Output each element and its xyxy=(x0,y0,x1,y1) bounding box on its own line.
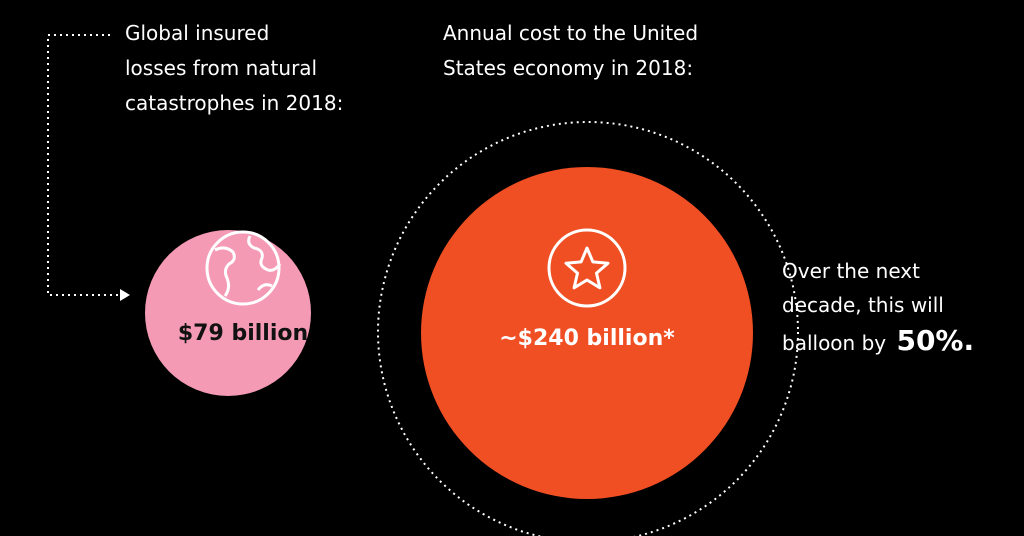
connector xyxy=(47,34,120,296)
caption-line: losses from natural xyxy=(125,56,317,80)
value-label: $79 billion xyxy=(178,321,308,346)
note-prefix: balloon by xyxy=(782,331,886,355)
star-icon xyxy=(547,228,627,308)
caption-line: Global insured xyxy=(125,21,269,45)
globe-icon xyxy=(205,230,282,306)
pink-circle xyxy=(145,230,311,396)
value-label: ~$240 billion* xyxy=(499,326,675,351)
note-line: Over the next xyxy=(782,259,920,283)
note-line: decade, this will xyxy=(782,293,944,317)
caption-line: Annual cost to the United xyxy=(443,21,698,45)
note-highlight: 50%. xyxy=(896,324,974,357)
dotted-ring xyxy=(377,121,799,536)
orange-circle xyxy=(421,167,753,499)
caption-line: catastrophes in 2018: xyxy=(125,91,343,115)
note-line: balloon by 50%. xyxy=(782,324,974,357)
caption-line: States economy in 2018: xyxy=(443,56,693,80)
arrow-head xyxy=(120,289,130,301)
